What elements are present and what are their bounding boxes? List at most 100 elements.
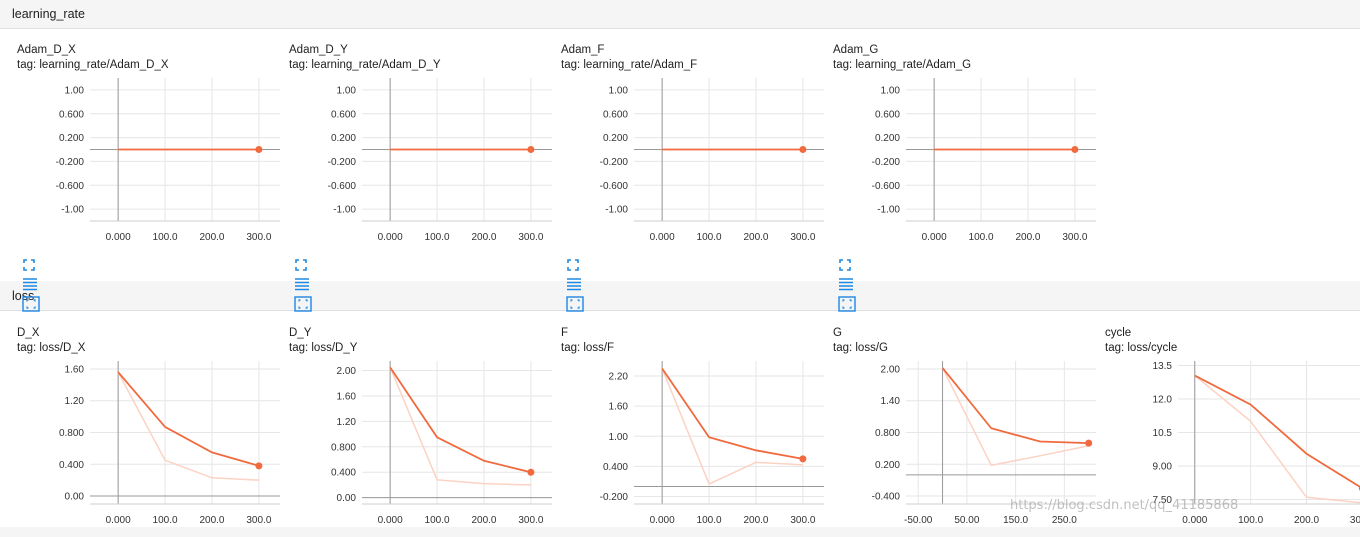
list-icon[interactable] [22,277,38,296]
fit-domain-icon[interactable] [294,296,312,317]
chart-plot[interactable]: 1.00 0.600 0.200 -0.200 -0.600 -1.00 0.000 100.… [289,74,553,254]
chart-tag: tag: loss/D_Y [289,342,358,354]
section-body-loss [0,311,1360,527]
chart-plot[interactable]: 1.60 1.20 0.800 0.400 0.00 0.000 100.0 200.0 300… [17,357,281,537]
y-tick-label: -0.600 [56,181,85,192]
y-tick-label: -0.400 [872,492,901,503]
y-tick-label: 9.00 [1153,462,1173,473]
last-point-marker[interactable] [1085,439,1093,447]
chart-toolbar [22,258,46,312]
y-tick-label: -0.600 [600,181,629,192]
watermark: https://blog.csdn.net/qq_41185868 [1010,498,1239,513]
y-tick-label: 0.400 [603,462,628,473]
chart-plot[interactable]: 1.00 0.600 0.200 -0.200 -0.600 -1.00 0.000 100.… [561,74,825,254]
chart-plot[interactable]: 1.00 0.600 0.200 -0.200 -0.600 -1.00 0.000 100.… [833,74,1097,254]
y-tick-label: 0.600 [59,109,84,120]
chart-plot[interactable]: 13.5 12.0 10.5 9.00 7.50 0.000 100.0 200.0 300.0 [1105,357,1360,537]
chart-title: Adam_G [833,44,879,56]
x-tick-label: 50.00 [954,515,979,526]
y-tick-label: 1.00 [881,85,901,96]
y-tick-label: 0.00 [337,493,357,504]
y-tick-label: -0.600 [872,181,901,192]
chart-plot[interactable]: 2.20 1.60 1.00 0.400 -0.200 0.000 100.0 200.0 30… [561,357,825,537]
x-tick-label: 0.000 [650,232,675,243]
y-tick-label: 0.400 [59,460,84,471]
list-icon[interactable] [294,277,310,296]
chart-plot[interactable]: 1.00 0.600 0.200 -0.200 -0.600 -1.00 0.000 100.… [17,74,281,254]
y-tick-label: -0.200 [872,157,901,168]
last-point-marker[interactable] [527,468,535,476]
chart-toolbar [838,258,862,312]
section-header-loss[interactable]: loss [0,282,1360,311]
fit-domain-icon[interactable] [838,296,856,317]
y-tick-label: 1.20 [65,396,85,407]
x-tick-label: 200.0 [743,232,768,243]
y-tick-label: -1.00 [333,205,356,216]
raw-series-line [117,371,259,481]
x-tick-label: 300.0 [1062,232,1087,243]
chart-tag: tag: learning_rate/Adam_F [561,59,698,71]
y-tick-label: 2.00 [337,366,357,377]
section-header-learning-rate[interactable]: learning_rate [0,0,1360,29]
x-tick-label: 250.0 [1052,515,1077,526]
series-line [1194,374,1360,488]
x-tick-label: 0.000 [1182,515,1207,526]
x-tick-label: 100.0 [153,515,178,526]
chart-plot[interactable]: 2.00 1.40 0.800 0.200 -0.400 -50.00 50.00 150.0… [833,357,1097,537]
y-tick-label: -1.00 [605,205,628,216]
x-tick-label: 100.0 [1238,515,1263,526]
last-point-marker[interactable] [527,145,535,153]
chart-title: D_X [17,327,40,339]
x-tick-label: 300.0 [790,232,815,243]
chart-tag: tag: learning_rate/Adam_G [833,59,972,71]
y-tick-label: -1.00 [61,205,84,216]
y-tick-label: 0.200 [875,460,900,471]
x-tick-label: 200.0 [1015,232,1040,243]
y-tick-label: 0.600 [875,109,900,120]
x-tick-label: 100.0 [425,515,450,526]
section-title: learning_rate [12,7,85,21]
chart-toolbar [566,258,590,312]
y-tick-label: 0.800 [59,428,84,439]
x-tick-label: 300.0 [246,232,271,243]
series-line [661,368,804,460]
y-tick-label: 2.00 [881,364,901,375]
y-tick-label: 0.400 [331,468,356,479]
chart-tag: tag: learning_rate/Adam_D_Y [289,59,441,71]
chart-title: cycle [1105,327,1132,339]
series-line [117,371,260,467]
chart-tag: tag: loss/cycle [1105,342,1178,354]
expand-icon[interactable] [294,258,308,277]
last-point-marker[interactable] [799,145,807,153]
expand-icon[interactable] [22,258,36,277]
raw-series-line [661,368,803,485]
last-point-marker[interactable] [255,462,263,470]
list-icon[interactable] [838,277,854,296]
x-tick-label: 0.000 [378,515,403,526]
y-tick-label: 0.600 [331,109,356,120]
section-title: loss [12,289,35,303]
y-tick-label: 10.5 [1153,428,1173,439]
expand-icon[interactable] [566,258,580,277]
last-point-marker[interactable] [1071,145,1079,153]
x-tick-label: 300.0 [1350,515,1360,526]
chart-plot[interactable]: 2.00 1.60 1.20 0.800 0.400 0.00 0.000 100.0 200.… [289,357,553,537]
last-point-marker[interactable] [799,455,807,463]
chart-title: F [561,327,569,339]
x-tick-label: 0.000 [922,232,947,243]
fit-domain-icon[interactable] [566,296,584,317]
y-tick-label: 1.40 [881,396,901,407]
fit-domain-icon[interactable] [22,296,40,317]
chart-title: Adam_D_Y [289,44,348,56]
list-icon[interactable] [566,277,582,296]
x-tick-label: 300.0 [790,515,815,526]
x-tick-label: 0.000 [650,515,675,526]
y-tick-label: 1.60 [609,402,629,413]
expand-icon[interactable] [838,258,852,277]
x-tick-label: 150.0 [1003,515,1028,526]
chart-title: Adam_D_X [17,44,76,56]
last-point-marker[interactable] [255,145,263,153]
section-body-learning-rate [0,29,1360,281]
y-tick-label: 1.60 [337,391,357,402]
x-tick-label: 0.000 [106,515,131,526]
